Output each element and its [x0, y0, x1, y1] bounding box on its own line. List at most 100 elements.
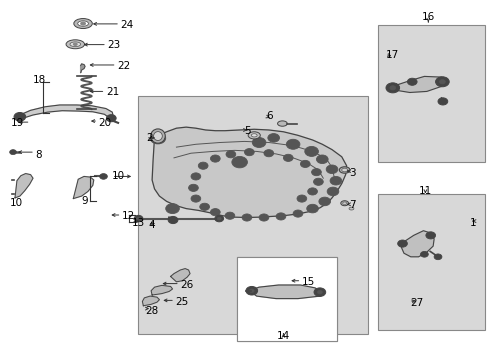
Circle shape: [325, 165, 337, 174]
Text: 12: 12: [122, 211, 135, 221]
Circle shape: [385, 83, 399, 93]
Ellipse shape: [341, 168, 347, 172]
Circle shape: [308, 149, 314, 153]
Circle shape: [210, 155, 220, 162]
Circle shape: [201, 164, 204, 167]
Circle shape: [191, 186, 195, 189]
Circle shape: [439, 80, 445, 84]
Circle shape: [303, 162, 306, 165]
Text: 24: 24: [120, 19, 134, 30]
Circle shape: [322, 200, 326, 203]
Circle shape: [319, 158, 324, 161]
Circle shape: [224, 212, 234, 219]
Text: 10: 10: [112, 171, 125, 181]
Bar: [237, 257, 336, 341]
Text: 16: 16: [421, 13, 434, 22]
Text: 2: 2: [146, 133, 153, 143]
Circle shape: [292, 210, 302, 217]
Circle shape: [73, 42, 78, 46]
Circle shape: [329, 167, 334, 171]
Circle shape: [333, 179, 338, 183]
Text: 17: 17: [385, 50, 398, 60]
Circle shape: [306, 204, 318, 213]
Circle shape: [236, 160, 242, 165]
Circle shape: [283, 154, 292, 161]
Circle shape: [244, 149, 254, 156]
Ellipse shape: [78, 21, 88, 26]
Text: 7: 7: [348, 200, 355, 210]
Circle shape: [213, 157, 217, 160]
Text: 21: 21: [106, 87, 119, 98]
Ellipse shape: [153, 132, 162, 140]
Text: 9: 9: [81, 197, 88, 206]
Circle shape: [256, 140, 261, 144]
Circle shape: [286, 157, 289, 159]
Circle shape: [213, 211, 217, 213]
Ellipse shape: [340, 201, 348, 206]
Circle shape: [313, 288, 325, 296]
Text: 27: 27: [409, 298, 422, 308]
Circle shape: [245, 287, 257, 295]
Circle shape: [155, 136, 161, 140]
Text: 14: 14: [276, 331, 289, 341]
Circle shape: [267, 134, 279, 142]
Circle shape: [314, 171, 318, 174]
Ellipse shape: [339, 167, 349, 173]
Circle shape: [330, 190, 335, 193]
Circle shape: [299, 197, 303, 200]
Ellipse shape: [66, 40, 84, 49]
Text: 3: 3: [348, 168, 355, 178]
Text: 4: 4: [148, 220, 155, 230]
Circle shape: [329, 176, 341, 185]
Circle shape: [242, 214, 251, 221]
Circle shape: [307, 188, 317, 195]
Circle shape: [194, 197, 198, 200]
Circle shape: [266, 152, 270, 155]
Text: 13: 13: [131, 218, 144, 228]
Text: 1: 1: [469, 218, 476, 228]
Polygon shape: [389, 76, 444, 93]
Circle shape: [326, 187, 338, 196]
Circle shape: [191, 173, 201, 180]
Circle shape: [317, 291, 322, 294]
Circle shape: [227, 214, 231, 217]
Ellipse shape: [348, 207, 353, 210]
Circle shape: [228, 153, 232, 156]
Circle shape: [296, 195, 306, 202]
Circle shape: [397, 240, 407, 247]
Circle shape: [264, 150, 273, 157]
Ellipse shape: [251, 134, 257, 137]
Text: 28: 28: [144, 306, 158, 316]
Bar: [377, 194, 484, 330]
Circle shape: [433, 254, 441, 260]
Text: 10: 10: [10, 198, 23, 208]
Polygon shape: [399, 231, 433, 257]
Circle shape: [259, 214, 268, 221]
Polygon shape: [170, 269, 190, 282]
Circle shape: [10, 150, 17, 155]
Bar: [377, 24, 484, 162]
Circle shape: [214, 215, 223, 222]
Polygon shape: [142, 296, 159, 306]
Text: 22: 22: [117, 62, 130, 71]
Text: 23: 23: [107, 40, 121, 50]
Text: 19: 19: [11, 118, 24, 128]
Text: 20: 20: [99, 118, 112, 128]
Text: 15: 15: [301, 277, 314, 287]
Circle shape: [136, 217, 140, 220]
Circle shape: [310, 190, 314, 193]
Text: 18: 18: [33, 75, 46, 85]
Circle shape: [169, 207, 175, 211]
Circle shape: [249, 289, 254, 293]
Circle shape: [18, 115, 22, 118]
Circle shape: [316, 180, 320, 183]
Circle shape: [231, 157, 247, 168]
Ellipse shape: [150, 129, 165, 143]
Circle shape: [200, 203, 209, 210]
Circle shape: [276, 213, 285, 220]
Circle shape: [188, 184, 198, 192]
Text: 25: 25: [175, 297, 188, 307]
Polygon shape: [15, 174, 33, 198]
Circle shape: [202, 205, 206, 208]
Circle shape: [389, 86, 395, 90]
